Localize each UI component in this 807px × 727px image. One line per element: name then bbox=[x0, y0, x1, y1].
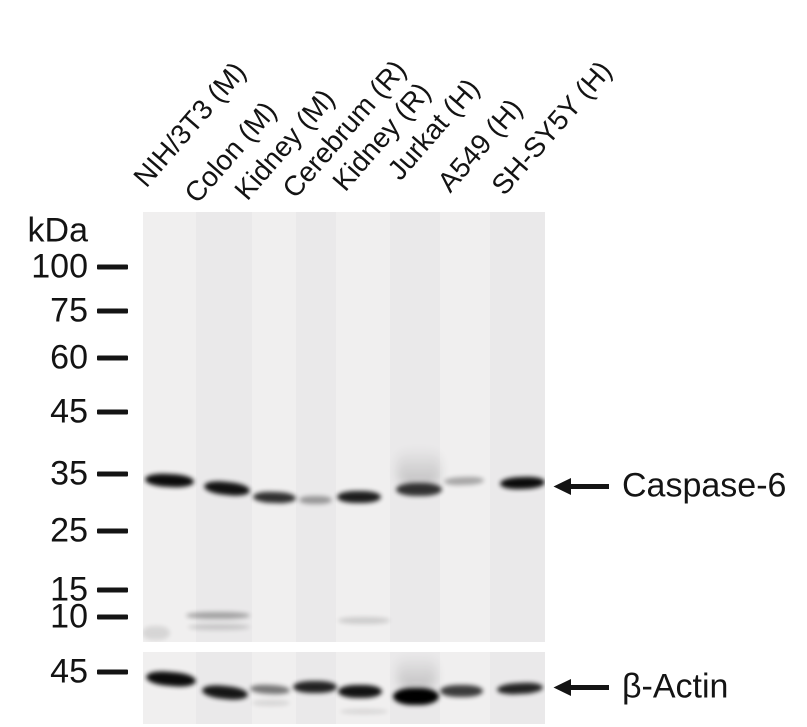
lane-stripe bbox=[296, 212, 336, 642]
protein-band bbox=[340, 709, 388, 714]
mw-tick bbox=[97, 587, 128, 593]
band-smear bbox=[397, 447, 441, 487]
lane-stripe bbox=[390, 212, 440, 642]
mw-tick bbox=[97, 471, 128, 477]
mw-tick bbox=[97, 264, 128, 270]
protein-band bbox=[143, 626, 170, 640]
protein-band bbox=[440, 685, 483, 697]
kda-unit-label: kDa bbox=[27, 211, 88, 250]
band-smear bbox=[397, 654, 437, 690]
lane-stripe bbox=[196, 212, 252, 642]
protein-band bbox=[299, 496, 332, 504]
mw-marker-35: 35 bbox=[20, 455, 128, 494]
protein-band bbox=[338, 617, 390, 624]
mw-value: 75 bbox=[50, 291, 88, 330]
mw-value: 45 bbox=[50, 652, 88, 691]
protein-band bbox=[396, 483, 442, 496]
protein-band bbox=[188, 624, 250, 630]
protein-band bbox=[252, 700, 290, 706]
mw-marker-75: 75 bbox=[20, 292, 128, 331]
mw-marker-25: 25 bbox=[20, 512, 128, 551]
mw-value: 45 bbox=[50, 392, 88, 431]
mw-tick bbox=[97, 355, 128, 361]
mw-tick bbox=[97, 614, 128, 620]
lane-stripe bbox=[336, 212, 390, 642]
mw-tick bbox=[97, 528, 128, 534]
lane-stripe bbox=[143, 212, 196, 642]
protein-band bbox=[338, 685, 382, 698]
band-annotation-actin: β-Actin bbox=[552, 668, 728, 707]
lane-stripe bbox=[440, 212, 490, 642]
mw-tick bbox=[97, 308, 128, 314]
band-annotation-label: β-Actin bbox=[622, 667, 729, 706]
protein-band bbox=[293, 681, 337, 693]
blot-panel-caspase-6-blot bbox=[143, 212, 545, 642]
mw-value: 25 bbox=[50, 511, 88, 550]
lane-stripe bbox=[252, 212, 296, 642]
mw-tick bbox=[97, 669, 128, 675]
protein-band bbox=[337, 491, 381, 503]
lane-stripe bbox=[143, 652, 196, 724]
mw-marker-45: 45 bbox=[20, 393, 128, 432]
mw-value: 100 bbox=[31, 247, 88, 286]
mw-value: 35 bbox=[50, 454, 88, 493]
mw-value: 15 bbox=[50, 570, 88, 609]
mw-marker-45: 45 bbox=[20, 653, 128, 692]
mw-marker-10: 10 bbox=[20, 598, 128, 637]
lane-stripe bbox=[490, 212, 545, 642]
mw-tick bbox=[97, 409, 128, 415]
protein-band bbox=[393, 688, 439, 705]
left-arrow-icon bbox=[553, 477, 609, 495]
mw-value: 10 bbox=[50, 597, 88, 636]
band-annotation-caspase-6: Caspase-6 bbox=[552, 467, 786, 506]
mw-marker-100: 100 bbox=[20, 248, 128, 287]
mw-value: 60 bbox=[50, 338, 88, 377]
mw-marker-60: 60 bbox=[20, 339, 128, 378]
left-arrow-icon bbox=[553, 678, 609, 696]
mw-marker-15: 15 bbox=[20, 571, 128, 610]
blot-panel-beta-actin-loading-control bbox=[143, 652, 545, 724]
protein-band bbox=[186, 612, 250, 619]
band-annotation-label: Caspase-6 bbox=[622, 466, 787, 505]
